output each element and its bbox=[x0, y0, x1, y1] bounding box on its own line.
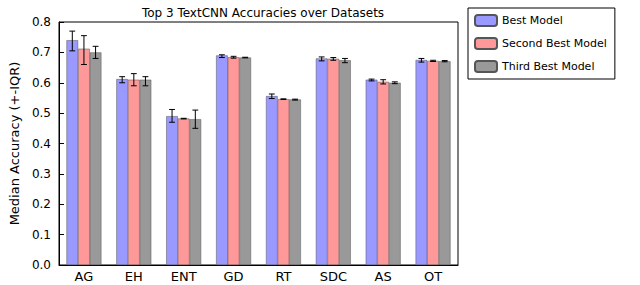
svg-text:0.5: 0.5 bbox=[32, 106, 51, 120]
svg-text:OT: OT bbox=[424, 269, 442, 284]
svg-text:SDC: SDC bbox=[320, 269, 347, 284]
svg-text:0.4: 0.4 bbox=[32, 137, 51, 151]
svg-text:Third Best Model: Third Best Model bbox=[501, 60, 594, 73]
svg-text:AS: AS bbox=[375, 269, 392, 284]
svg-text:Median Accuracy (+-IQR): Median Accuracy (+-IQR) bbox=[7, 62, 22, 226]
svg-text:Best Model: Best Model bbox=[502, 14, 563, 27]
svg-text:ENT: ENT bbox=[171, 269, 197, 284]
svg-text:0.2: 0.2 bbox=[32, 197, 51, 211]
svg-text:Second Best Model: Second Best Model bbox=[502, 37, 607, 50]
svg-text:AG: AG bbox=[75, 269, 94, 284]
svg-text:0.6: 0.6 bbox=[32, 76, 51, 90]
svg-text:0.1: 0.1 bbox=[32, 228, 51, 242]
svg-text:Top 3 TextCNN Accuracies over: Top 3 TextCNN Accuracies over Datasets bbox=[141, 6, 384, 20]
svg-text:0.3: 0.3 bbox=[32, 167, 51, 181]
svg-text:RT: RT bbox=[275, 269, 291, 284]
svg-text:0.8: 0.8 bbox=[32, 15, 51, 29]
svg-text:EH: EH bbox=[125, 269, 143, 284]
svg-text:0.0: 0.0 bbox=[32, 258, 51, 272]
svg-text:GD: GD bbox=[224, 269, 244, 284]
svg-text:0.7: 0.7 bbox=[32, 45, 51, 59]
